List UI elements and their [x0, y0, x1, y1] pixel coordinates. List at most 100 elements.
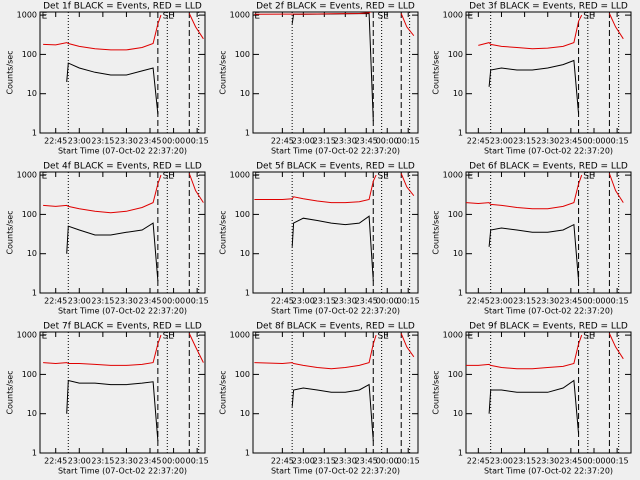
x-tick-label: 00:00: [582, 297, 605, 306]
x-tick-label: 00:15: [606, 137, 629, 146]
x-axis-label: Start Time (07-Oct-02 22:37:20): [271, 147, 400, 156]
y-tick-label: 1000: [230, 171, 250, 180]
panel: Det 8f BLACK = Events, RED = LLD Start Ti…: [219, 322, 420, 476]
x-tick-label: 23:45: [559, 457, 582, 466]
x-axis-label: Start Time (07-Oct-02 22:37:20): [484, 147, 613, 156]
x-tick-label: 23:00: [292, 137, 315, 146]
y-tick-label: 1: [458, 449, 463, 458]
x-tick-label: 22:45: [467, 457, 490, 466]
x-axis-label: Start Time (07-Oct-02 22:37:20): [271, 307, 400, 316]
x-tick-label: 23:45: [138, 137, 161, 146]
series-line: [488, 59, 580, 115]
plot-frame: [39, 171, 206, 294]
annotation: E: [42, 12, 48, 22]
panel: Det 5f BLACK = Events, RED = LLD Start Ti…: [219, 162, 420, 316]
y-tick-label: 1: [245, 129, 250, 138]
panel: Det 4f BLACK = Events, RED = LLD Start Ti…: [6, 162, 209, 316]
annotation: E: [42, 332, 48, 342]
plot-frame: [252, 171, 419, 294]
series-line: [291, 215, 374, 282]
x-tick-label: 22:45: [467, 137, 490, 146]
x-tick-label: 23:30: [536, 457, 559, 466]
x-tick-label: 23:30: [115, 457, 138, 466]
y-axis-label: Counts/sec: [6, 50, 15, 94]
x-tick-label: 00:15: [186, 297, 209, 306]
series-line: [488, 223, 580, 282]
y-axis-label: Counts/sec: [432, 210, 441, 254]
y-tick-label: 1000: [443, 11, 463, 20]
x-tick-label: 23:45: [559, 297, 582, 306]
x-tick-label: 00:00: [376, 137, 399, 146]
y-tick-label: 100: [22, 370, 37, 379]
chart-title: Det 4f BLACK = Events, RED = LLD: [43, 162, 202, 172]
panel: Det 1f BLACK = Events, RED = LLD Start Ti…: [6, 2, 209, 156]
plot-frame: [465, 331, 632, 454]
y-tick-label: 1: [32, 289, 37, 298]
y-tick-label: 1000: [17, 11, 37, 20]
series-line: [478, 13, 624, 50]
x-tick-label: 22:45: [271, 297, 294, 306]
series-line: [43, 173, 204, 214]
y-tick-label: 1: [245, 449, 250, 458]
y-tick-label: 1000: [443, 171, 463, 180]
x-tick-label: 00:15: [606, 457, 629, 466]
annotation: SE: [583, 332, 595, 342]
x-tick-label: 00:00: [376, 457, 399, 466]
series-line: [43, 13, 204, 51]
annotation: SE: [377, 12, 389, 22]
y-tick-label: 1000: [230, 331, 250, 340]
x-axis-label: Start Time (07-Oct-02 22:37:20): [58, 467, 187, 476]
y-tick-label: 10: [453, 249, 463, 258]
annotation: SE: [583, 172, 595, 182]
plot-frame: [39, 331, 206, 454]
x-axis-label: Start Time (07-Oct-02 22:37:20): [484, 307, 613, 316]
series-line: [254, 173, 415, 204]
series-line: [43, 333, 204, 366]
panel: Det 6f BLACK = Events, RED = LLD Start Ti…: [432, 162, 632, 316]
x-tick-label: 23:30: [115, 137, 138, 146]
x-tick-label: 23:00: [490, 297, 513, 306]
y-tick-label: 10: [27, 89, 37, 98]
series-line: [488, 379, 580, 435]
x-tick-label: 23:30: [115, 297, 138, 306]
x-tick-label: 00:00: [582, 137, 605, 146]
y-axis-label: Counts/sec: [432, 50, 441, 94]
series-line: [254, 333, 415, 370]
x-tick-label: 22:45: [271, 137, 294, 146]
x-tick-label: 00:00: [582, 457, 605, 466]
x-tick-label: 23:45: [355, 297, 378, 306]
y-tick-label: 1: [32, 449, 37, 458]
x-tick-label: 00:00: [162, 457, 185, 466]
x-tick-label: 22:45: [467, 297, 490, 306]
annotation: E: [254, 332, 260, 342]
y-tick-label: 10: [240, 409, 250, 418]
y-tick-label: 100: [448, 210, 463, 219]
x-axis-label: Start Time (07-Oct-02 22:37:20): [271, 467, 400, 476]
annotation: E: [468, 332, 474, 342]
y-tick-label: 1000: [17, 171, 37, 180]
panel: Det 9f BLACK = Events, RED = LLD Start Ti…: [432, 322, 632, 476]
x-axis-label: Start Time (07-Oct-02 22:37:20): [484, 467, 613, 476]
series-line: [291, 12, 374, 122]
chart-title: Det 5f BLACK = Events, RED = LLD: [256, 162, 415, 172]
y-tick-label: 100: [22, 50, 37, 59]
x-tick-label: 23:45: [138, 457, 161, 466]
annotation: E: [468, 12, 474, 22]
annotation: E: [42, 172, 48, 182]
x-tick-label: 23:45: [355, 137, 378, 146]
annotation: E: [254, 172, 260, 182]
x-tick-label: 00:15: [397, 137, 420, 146]
plot-frame: [252, 331, 419, 454]
x-tick-label: 23:00: [292, 297, 315, 306]
chart-title: Det 8f BLACK = Events, RED = LLD: [256, 322, 415, 332]
y-axis-label: Counts/sec: [219, 50, 228, 94]
y-axis-label: Counts/sec: [6, 370, 15, 414]
x-tick-label: 23:00: [490, 457, 513, 466]
y-tick-label: 100: [448, 50, 463, 59]
series-line: [66, 62, 159, 115]
x-tick-label: 23:15: [313, 457, 336, 466]
y-tick-label: 1000: [230, 11, 250, 20]
y-tick-label: 10: [240, 89, 250, 98]
